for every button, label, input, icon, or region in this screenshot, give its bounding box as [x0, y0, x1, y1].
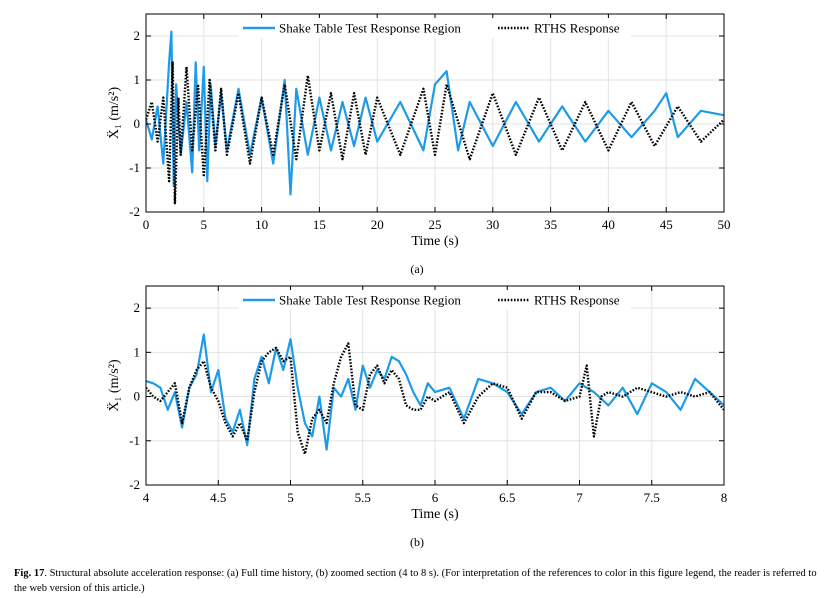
- legend-label-rths: RTHS Response: [534, 293, 620, 308]
- legend-label-shake-table: Shake Table Test Response Region: [279, 21, 461, 36]
- legend: Shake Table Test Response Region RTHS Res…: [239, 18, 631, 38]
- x-tick-label: 35: [544, 217, 557, 232]
- x-tick-label: 5.5: [355, 490, 371, 505]
- y-tick-label: -2: [129, 204, 140, 219]
- panel-label: (a): [410, 262, 423, 276]
- y-tick-label: -2: [129, 477, 140, 492]
- x-tick-label: 5: [287, 490, 294, 505]
- y-tick-label: 2: [134, 300, 141, 315]
- legend-label-rths: RTHS Response: [534, 21, 620, 36]
- x-tick-label: 5: [201, 217, 208, 232]
- caption-label: Fig. 17: [14, 568, 45, 579]
- x-tick-label: 7: [576, 490, 583, 505]
- y-tick-label: 1: [134, 72, 141, 87]
- x-tick-label: 4: [143, 490, 150, 505]
- y-tick-label: 0: [134, 389, 141, 404]
- x-tick-label: 50: [718, 217, 731, 232]
- x-tick-label: 45: [660, 217, 673, 232]
- panel-label: (b): [410, 535, 424, 549]
- x-tick-label: 10: [255, 217, 268, 232]
- shake-table-response-line: [146, 30, 724, 196]
- x-tick-label: 40: [602, 217, 615, 232]
- x-tick-label: 30: [486, 217, 499, 232]
- rths-response-line: [146, 61, 724, 205]
- y-tick-label: -1: [129, 160, 140, 175]
- caption-text: . Structural absolute acceleration respo…: [14, 568, 817, 594]
- shake-table-response-line: [146, 333, 724, 451]
- y-tick-label: 1: [134, 344, 141, 359]
- x-tick-label: 4.5: [210, 490, 226, 505]
- y-tick-label: 0: [134, 116, 141, 131]
- legend: Shake Table Test Response Region RTHS Res…: [239, 290, 631, 310]
- x-tick-label: 6.5: [499, 490, 515, 505]
- y-axis-title: Ẍ₁ (m/s²): [105, 87, 122, 140]
- x-tick-label: 25: [429, 217, 442, 232]
- x-tick-label: 8: [721, 490, 728, 505]
- legend-background: [239, 18, 631, 38]
- x-axis-title: Time (s): [411, 507, 459, 522]
- legend-label-shake-table: Shake Table Test Response Region: [279, 293, 461, 308]
- x-tick-label: 20: [371, 217, 384, 232]
- y-axis-title: Ẍ₁ (m/s²): [105, 359, 122, 412]
- x-tick-label: 0: [143, 217, 150, 232]
- x-tick-label: 6: [432, 490, 439, 505]
- chart-panel-b: 4 4.5 5 5.5 6 6.5 7 7.5 8 2 1 0 -1 -2 Time (s) Ẍ₁ (m/s²…: [105, 285, 728, 549]
- x-tick-label: 7.5: [644, 490, 660, 505]
- x-tick-label: 15: [313, 217, 326, 232]
- y-tick-label: -1: [129, 433, 140, 448]
- x-axis-title: Time (s): [411, 234, 459, 249]
- figure-caption: Fig. 17. Structural absolute acceleratio…: [14, 566, 824, 596]
- legend-background: [239, 290, 631, 310]
- y-tick-label: 2: [134, 28, 141, 43]
